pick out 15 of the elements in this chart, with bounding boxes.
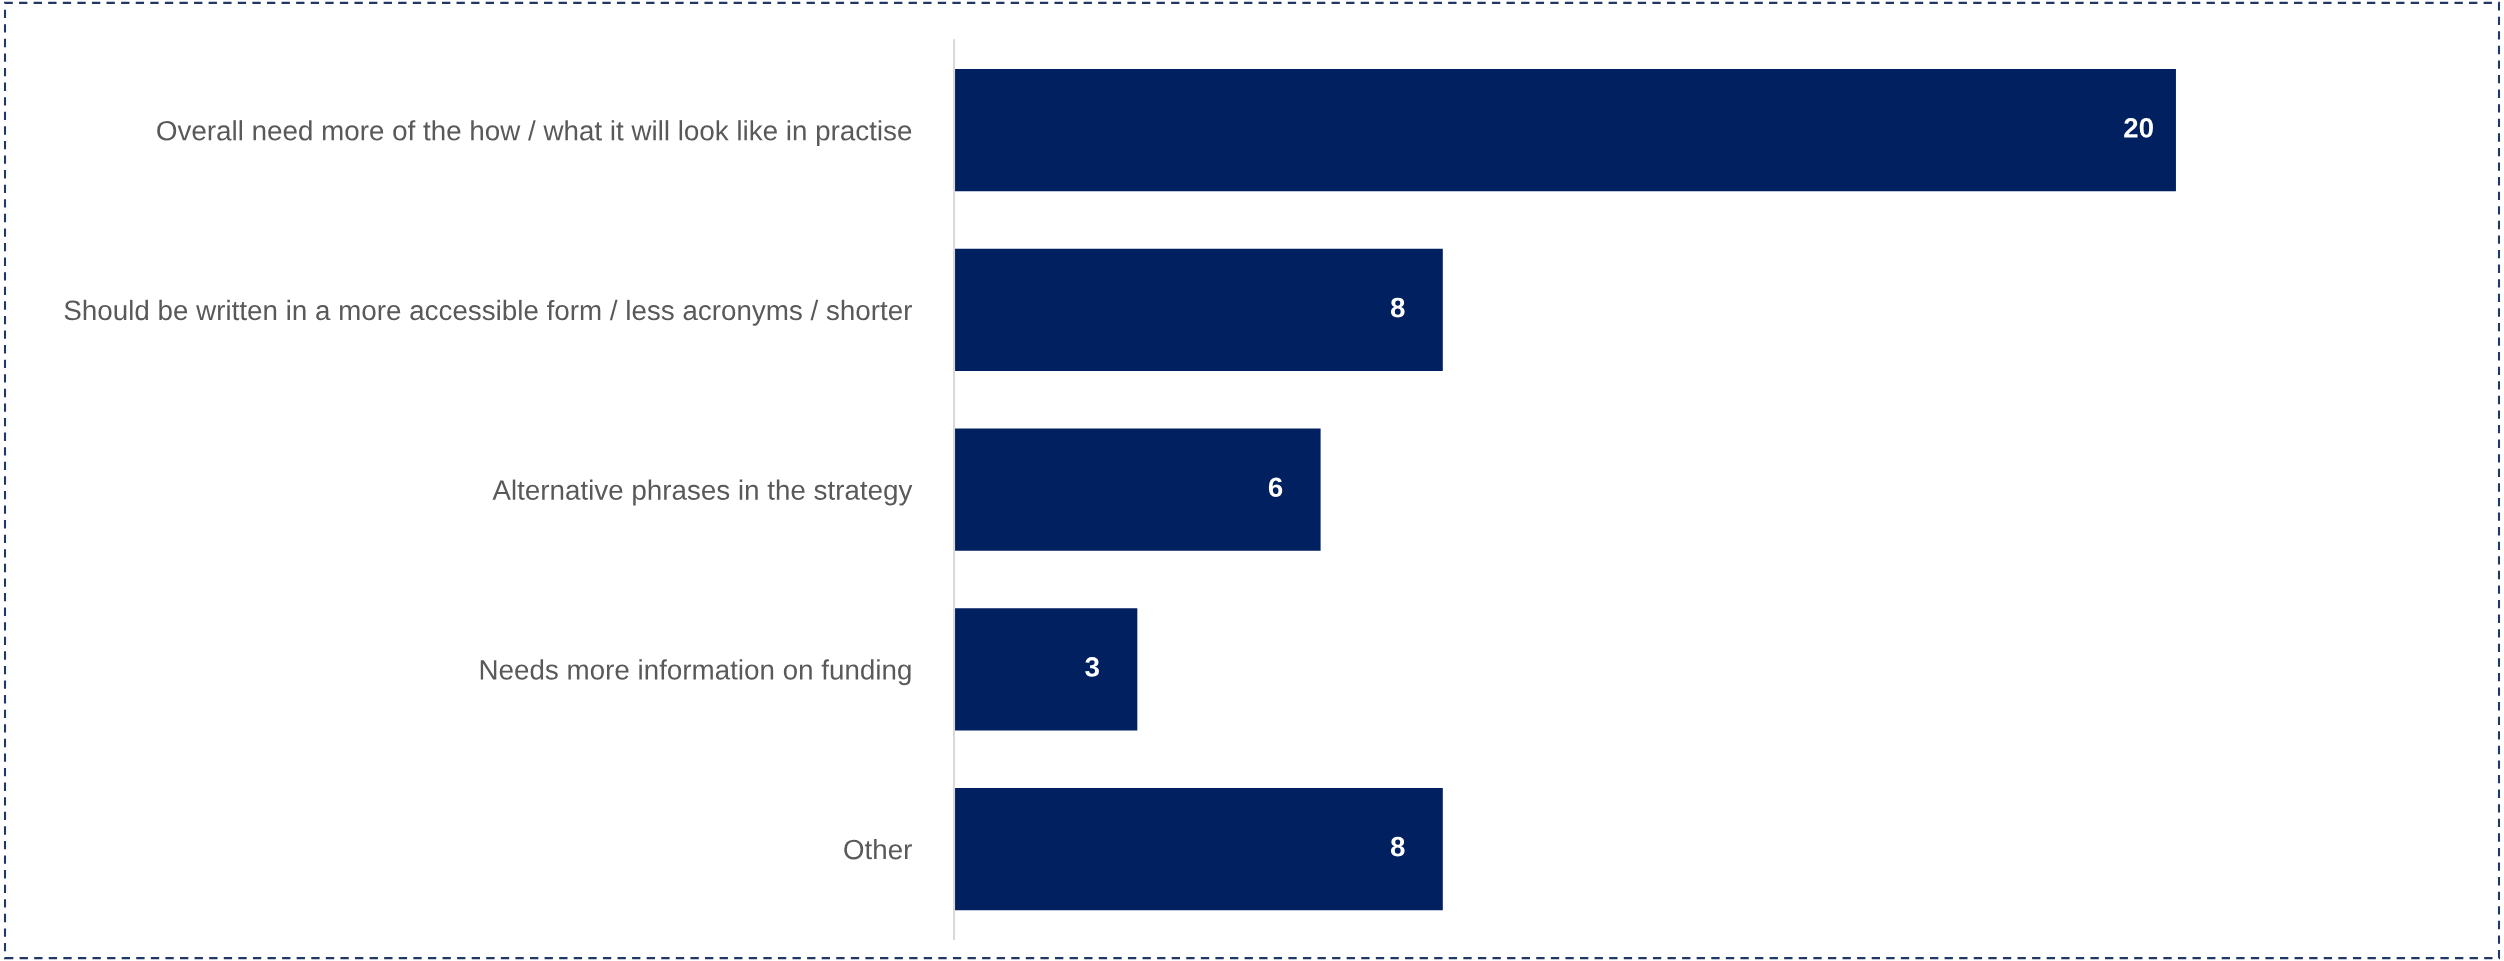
bar xyxy=(954,248,1443,372)
data-label: 3 xyxy=(1085,657,1099,677)
data-label: 20 xyxy=(2124,118,2153,138)
bar xyxy=(954,787,1443,911)
data-label: 8 xyxy=(1390,836,1405,857)
y-tick-label: Needs more information on funding xyxy=(480,659,911,686)
data-label: 8 xyxy=(1390,297,1405,318)
y-tick-label: Other xyxy=(844,838,912,860)
y-tick-label: Alternative phrases in the strategy xyxy=(492,479,913,506)
bar xyxy=(954,69,2176,192)
y-tick-label: Should be written in a more accessible form / less acronyms / shorter xyxy=(64,299,912,326)
bar xyxy=(954,428,1321,551)
data-label: 6 xyxy=(1268,477,1283,498)
y-tick-label: Overall need more of the how / what it will look like in practise xyxy=(157,120,912,147)
bar xyxy=(954,608,1138,731)
